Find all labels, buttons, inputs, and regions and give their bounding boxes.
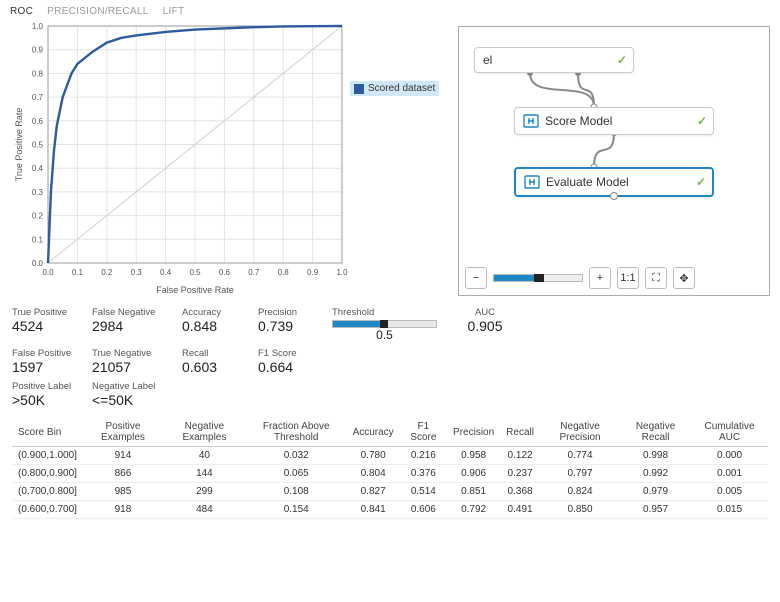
svg-text:1.0: 1.0: [336, 268, 348, 277]
svg-text:False Positive Rate: False Positive Rate: [156, 285, 234, 295]
svg-text:0.3: 0.3: [131, 268, 143, 277]
svg-text:0.7: 0.7: [248, 268, 260, 277]
table-row: (0.900,1.000]914400.0320.7800.2160.9580.…: [12, 447, 768, 465]
fit-screen-button[interactable]: ⛶: [645, 267, 667, 289]
threshold-slider[interactable]: [332, 320, 437, 328]
pipeline-node-eval[interactable]: Evaluate Model✓: [514, 167, 714, 197]
score-bin-table: Score BinPositive ExamplesNegative Examp…: [12, 418, 768, 519]
svg-text:0.8: 0.8: [32, 69, 44, 78]
svg-text:0.6: 0.6: [219, 268, 231, 277]
zoom-reset-button[interactable]: 1:1: [617, 267, 639, 289]
zoom-slider[interactable]: [493, 274, 583, 282]
svg-text:0.4: 0.4: [32, 164, 44, 173]
chart-legend: Scored dataset: [350, 21, 450, 301]
svg-text:0.0: 0.0: [42, 268, 54, 277]
tab-lift[interactable]: LIFT: [163, 6, 185, 17]
svg-text:0.9: 0.9: [307, 268, 319, 277]
svg-text:1.0: 1.0: [32, 22, 44, 31]
svg-text:0.8: 0.8: [278, 268, 290, 277]
zoom-out-button[interactable]: −: [465, 267, 487, 289]
legend-swatch: [354, 84, 364, 94]
pipeline-node-top[interactable]: el✓: [474, 47, 634, 73]
pipeline-node-score[interactable]: Score Model✓: [514, 107, 714, 135]
svg-text:True Positive Rate: True Positive Rate: [14, 108, 24, 182]
svg-text:0.5: 0.5: [189, 268, 201, 277]
svg-text:0.7: 0.7: [32, 93, 44, 102]
metrics-panel: True Positive4524 False Negative2984 Acc…: [0, 301, 780, 519]
svg-text:0.1: 0.1: [32, 235, 44, 244]
tab-bar: ROC PRECISION/RECALL LIFT: [0, 0, 780, 21]
check-icon: ✓: [617, 53, 627, 67]
zoom-toolbar: − + 1:1 ⛶ ✥: [465, 267, 763, 289]
metric-label: True Positive: [12, 307, 74, 318]
svg-text:0.1: 0.1: [72, 268, 84, 277]
svg-text:0.4: 0.4: [160, 268, 172, 277]
svg-text:0.6: 0.6: [32, 117, 44, 126]
svg-text:0.2: 0.2: [101, 268, 113, 277]
roc-chart: 0.00.0 0.1 0.1 0.2 0.2 0.3 0.3 0.4 0.4 0.5 0.5 0.6 0…: [10, 21, 350, 301]
pipeline-canvas[interactable]: − + 1:1 ⛶ ✥ el✓ Score Model✓ Evaluate Mode…: [458, 26, 770, 296]
zoom-in-button[interactable]: +: [589, 267, 611, 289]
svg-text:0.5: 0.5: [32, 141, 44, 150]
svg-text:0.3: 0.3: [32, 188, 44, 197]
pan-button[interactable]: ✥: [673, 267, 695, 289]
metric-value: 4524: [12, 318, 74, 334]
table-row: (0.700,0.800]9852990.1080.8270.5140.8510…: [12, 483, 768, 501]
check-icon: ✓: [696, 175, 706, 189]
tab-roc[interactable]: ROC: [10, 6, 33, 17]
svg-text:0.9: 0.9: [32, 46, 44, 55]
table-row: (0.800,0.900]8661440.0650.8040.3760.9060…: [12, 465, 768, 483]
check-icon: ✓: [697, 114, 707, 128]
svg-text:0.0: 0.0: [32, 259, 44, 268]
tab-pr[interactable]: PRECISION/RECALL: [47, 6, 149, 17]
legend-label: Scored dataset: [368, 83, 435, 94]
svg-text:0.2: 0.2: [32, 212, 44, 221]
table-row: (0.600,0.700]9184840.1540.8410.6060.7920…: [12, 501, 768, 519]
